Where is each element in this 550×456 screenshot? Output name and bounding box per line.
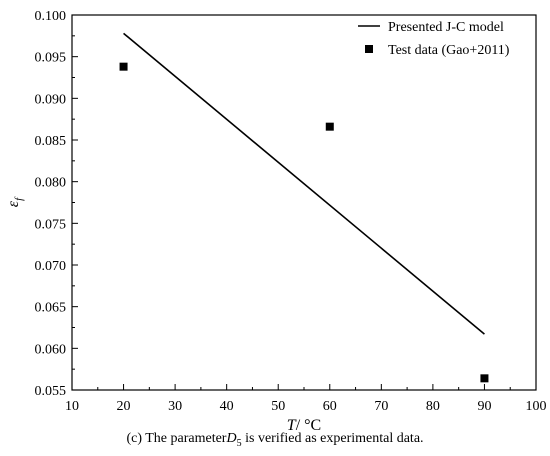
y-tick-label: 0.080 <box>35 176 67 191</box>
y-tick-label: 0.060 <box>35 342 67 357</box>
x-tick-labels: 10 20 30 40 50 60 70 80 90 100 <box>65 399 547 414</box>
x-tick-label: 70 <box>374 399 388 414</box>
x-axis-label-unit: / °C <box>296 417 322 434</box>
y-axis-label: εf <box>5 196 25 207</box>
plot-frame <box>71 14 537 391</box>
y-tick-labels: 0.055 0.060 0.065 0.070 0.075 0.080 0.085 0.090… <box>35 9 67 399</box>
y-axis-label-main: ε <box>5 200 22 207</box>
x-tick-label: 10 <box>65 399 79 414</box>
x-tick-label: 40 <box>220 399 234 414</box>
x-tick-label: 90 <box>477 399 491 414</box>
caption-text-after: is verified as experimental data. <box>241 431 424 446</box>
y-axis-label-sub: f <box>13 196 25 201</box>
y-tick-label: 0.090 <box>35 92 67 107</box>
caption-label: (c) <box>126 431 142 446</box>
y-tick-label: 0.070 <box>35 259 67 274</box>
x-axis-label: T/ °C <box>287 417 321 434</box>
test-data-point <box>325 122 334 131</box>
x-tick-label: 100 <box>526 399 547 414</box>
figure-caption: (c) The parameterD5 is verified as exper… <box>0 431 550 449</box>
test-data-point <box>480 374 489 383</box>
y-tick-label: 0.065 <box>35 301 67 316</box>
x-tick-label: 20 <box>117 399 131 414</box>
caption-subscript: 5 <box>236 437 242 449</box>
x-axis-label-main: T <box>287 417 297 434</box>
x-tick-label: 80 <box>426 399 440 414</box>
y-tick-label: 0.095 <box>35 51 67 66</box>
legend-label-jc-model: Presented J-C model <box>388 20 504 35</box>
x-tick-label: 30 <box>168 399 182 414</box>
x-tick-label: 50 <box>271 399 285 414</box>
legend: Presented J-C model Test data (Gao+2011) <box>358 20 510 58</box>
jc-model-line <box>123 32 485 335</box>
legend-label-test-data: Test data (Gao+2011) <box>388 43 510 58</box>
y-tick-label: 0.100 <box>35 9 67 24</box>
y-tick-label: 0.075 <box>35 217 67 232</box>
caption-text-before: The parameter <box>142 431 227 446</box>
y-tick-label: 0.055 <box>35 384 67 399</box>
legend-square-swatch <box>365 45 373 53</box>
caption-symbol: D <box>226 431 237 446</box>
y-tick-label: 0.085 <box>35 134 67 149</box>
x-tick-label: 60 <box>323 399 337 414</box>
test-data-point <box>119 62 128 71</box>
